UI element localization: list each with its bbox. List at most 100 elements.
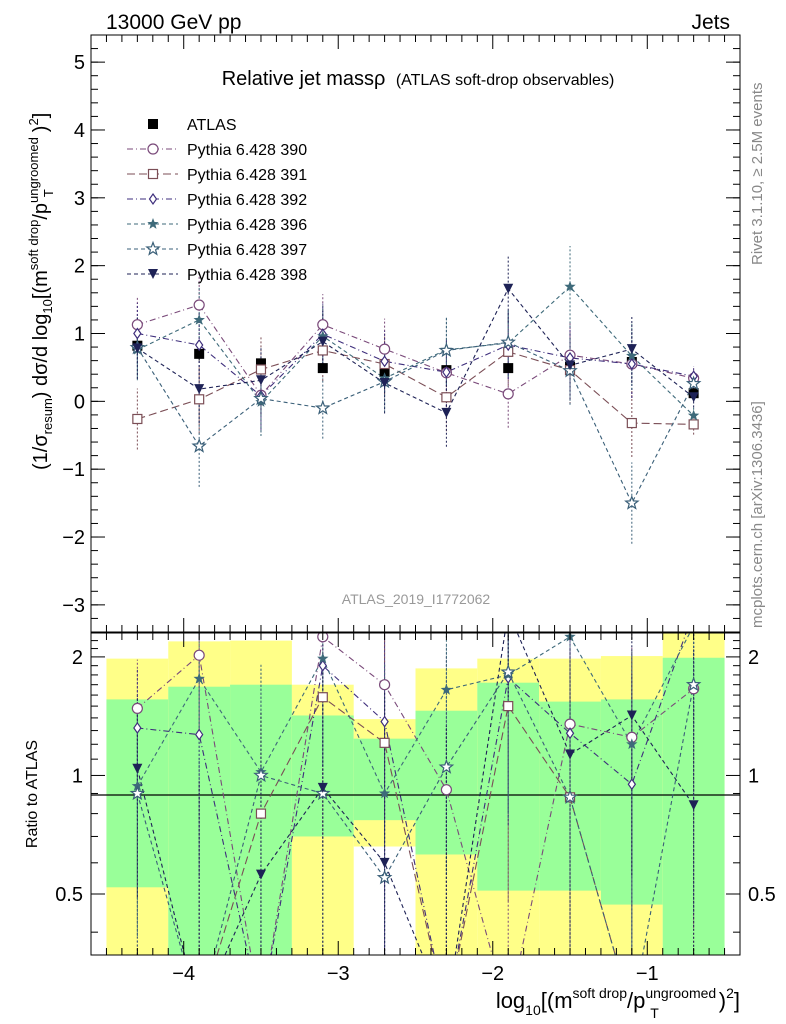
upper-frame <box>90 34 741 633</box>
series-2-line <box>137 349 694 425</box>
lower-panel: 0.5 0.5 1 1 2 2 Ratio to ATLAS <box>24 632 776 1018</box>
series-0-point <box>317 363 328 374</box>
series-5-ratio-point <box>314 785 331 801</box>
upper-y-tick-label: −1 <box>62 459 85 481</box>
series-4-ratio-point <box>626 738 638 750</box>
side-label-bottom: mcplots.cern.ch [arXiv:1306.3436] <box>749 401 766 628</box>
series-5-ratio-point <box>500 663 517 679</box>
series-5-ratio-point <box>193 1006 205 1018</box>
series-2-point <box>626 417 637 429</box>
series-2-ratio-line <box>216 696 616 955</box>
series-3-point <box>627 357 637 371</box>
series-3-ratio-point <box>443 1008 450 1018</box>
series-3-ratio-point <box>380 715 389 728</box>
header-left: 13000 GeV pp <box>106 11 241 34</box>
legend-marker-2 <box>147 168 159 180</box>
series-2-point <box>441 392 452 403</box>
legend-label-5: Pythia 6.428 397 <box>187 242 307 259</box>
series-2-ratio-point <box>317 692 328 703</box>
series-2-ratio-point <box>442 1008 451 1017</box>
upper-y-tick-label: 5 <box>74 52 85 74</box>
series-0-point <box>503 363 514 374</box>
legend: ATLAS Pythia 6.428 390 Pythia 6.428 391 Pyt… <box>127 117 307 284</box>
series-2-point <box>194 394 205 405</box>
series-3-point <box>133 327 142 340</box>
upper-panel: Relative jet massρ (ATLAS soft-drop obse… <box>26 34 741 633</box>
series-3-ratio-point <box>194 728 204 741</box>
series-0-point <box>379 366 390 377</box>
title-sub: (ATLAS soft-drop observables) <box>396 72 614 89</box>
legend-label-6: Pythia 6.428 398 <box>187 267 307 284</box>
title-main: Relative jet massρ <box>222 68 386 90</box>
series-6-ratio-point <box>255 869 266 880</box>
series-1-point <box>502 388 514 400</box>
series-5-point <box>685 375 702 391</box>
series-5-ratio-point <box>562 789 578 805</box>
series-1-ratio-point <box>256 1008 266 1018</box>
legend-marker-6 <box>148 269 158 279</box>
upper-y-tick-label: 4 <box>74 120 85 142</box>
series-4-ratio-point <box>440 683 453 695</box>
series-4-point <box>193 313 205 325</box>
series-3-ratio-point <box>133 721 142 735</box>
upper-y-tick-label: 1 <box>74 324 85 346</box>
series-5-point <box>500 334 517 350</box>
series-4-point <box>564 280 576 292</box>
series-4-ratio-point <box>193 672 205 684</box>
series-6-point <box>132 343 143 354</box>
series-2-point <box>317 345 328 356</box>
lower-y-tick-label: 2 <box>72 647 83 669</box>
series-6-point <box>255 375 266 386</box>
series-5-ratio-line <box>136 670 695 955</box>
series-6-ratio-line <box>136 633 695 955</box>
series-6-point <box>503 283 514 294</box>
series-2-ratio-point <box>689 1008 698 1017</box>
side-label-top: Rivet 3.1.10, ≥ 2.5M events <box>749 83 766 266</box>
series-6-ratio-point <box>194 1008 204 1018</box>
upper-y-tick-label: 3 <box>74 188 85 210</box>
lower-y-tick-label: 1 <box>72 765 83 787</box>
plot-title: Relative jet massρ (ATLAS soft-drop obse… <box>222 68 615 90</box>
series-4-point <box>317 330 329 342</box>
series-1-ratio-line <box>137 635 694 955</box>
series-6-ratio-point <box>132 763 143 774</box>
series-5-ratio-point <box>438 758 455 774</box>
legend-marker-1 <box>147 143 159 155</box>
series-1-line <box>137 304 694 397</box>
x-axis-label: log10[(msoft drop/pungroomed T)2] <box>496 985 740 1021</box>
series-6-ratio-point <box>441 1008 451 1018</box>
series-2-point <box>255 364 267 375</box>
series-3-point <box>194 338 204 352</box>
legend-label-2: Pythia 6.428 391 <box>187 167 307 184</box>
series-5-point <box>314 399 331 415</box>
series-6-point <box>565 360 576 371</box>
series-5-ratio-point <box>685 676 702 692</box>
lower-y-tick-label-right: 0.5 <box>748 884 776 906</box>
series-4-line <box>137 285 694 416</box>
series-6-point <box>317 336 328 347</box>
series-6-ratio-point <box>688 800 699 811</box>
series-6-ratio-point <box>626 710 637 721</box>
series-1-ratio-point <box>440 784 453 796</box>
x-tick-label: −3 <box>327 963 350 985</box>
series-3-point <box>442 366 451 379</box>
series-2-ratio-point <box>379 737 390 748</box>
series-1-point <box>378 343 391 355</box>
lower-y-tick-label-right: 1 <box>748 765 759 787</box>
upper-y-tick-label: −3 <box>62 595 85 617</box>
series-4-point <box>687 409 700 421</box>
series-6-point <box>441 407 452 418</box>
series-3-ratio-point <box>627 778 637 791</box>
lower-ylabel: Ratio to ATLAS <box>24 740 41 848</box>
series-1-ratio-point <box>131 702 143 715</box>
series-1-ratio-point <box>378 679 391 691</box>
legend-label-4: Pythia 6.428 396 <box>187 217 307 234</box>
series-3-ratio-point <box>565 727 575 740</box>
series-5-point <box>438 342 455 358</box>
series-6-point <box>626 344 637 355</box>
series-1-ratio-point <box>193 649 205 661</box>
series-5-ratio-point <box>129 785 146 801</box>
series-0-point <box>255 358 266 369</box>
series-5-point <box>191 437 207 453</box>
